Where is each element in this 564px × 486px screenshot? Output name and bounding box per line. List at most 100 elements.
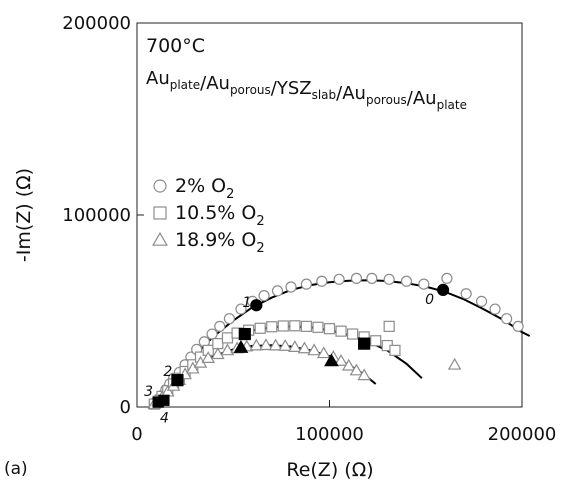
- data-point-triangle: [316, 346, 331, 359]
- legend-marker-triangle: [152, 231, 168, 246]
- x-tick-label: 200000: [488, 424, 557, 445]
- data-point-circle: [489, 303, 501, 315]
- data-point-triangle: [297, 341, 312, 354]
- data-point-circle: [400, 275, 413, 287]
- panel-label: (a): [4, 459, 28, 479]
- data-point-circle: [235, 303, 247, 315]
- data-point-triangle: [307, 343, 321, 356]
- data-point-triangle: [288, 340, 302, 353]
- legend-marker-square: [153, 206, 167, 220]
- data-point-circle: [383, 273, 395, 285]
- data-point-circle: [223, 313, 235, 325]
- frequency-label: 1: [242, 295, 251, 311]
- cell-configuration-annotation: Auplate/Auporous/YSZslab/Auporous/Auplat…: [146, 68, 467, 112]
- data-point-circle: [350, 272, 363, 284]
- data-point-triangle: [249, 338, 264, 351]
- data-point-circle: [333, 273, 345, 285]
- frequency-markers: 1 0 234: [144, 283, 450, 426]
- data-point-square: [347, 328, 359, 340]
- frequency-marker-square: [238, 327, 251, 341]
- data-point-triangle: [259, 338, 273, 351]
- data-point-circle: [300, 278, 312, 290]
- data-point-square: [300, 320, 312, 332]
- x-tick-label: 100000: [295, 424, 364, 445]
- data-point-square: [335, 325, 347, 337]
- data-point-triangle: [220, 343, 235, 356]
- data-point-square: [312, 321, 324, 333]
- data-point-triangle: [278, 338, 293, 351]
- frequency-marker-square: [158, 394, 170, 406]
- cell-part-subscript: plate: [437, 98, 467, 112]
- frequency-marker-square: [358, 337, 371, 350]
- data-point-circle: [271, 285, 284, 297]
- cell-part-subscript: plate: [170, 78, 200, 92]
- cell-part: /Au: [336, 83, 366, 104]
- data-point-circle: [475, 295, 488, 307]
- data-point-circle: [258, 290, 270, 302]
- frequency-marker-triangle: [233, 339, 249, 353]
- x-axis-title: Re(Z) (Ω): [286, 459, 373, 481]
- data-point-circle: [285, 281, 297, 293]
- cell-part: /YSZ: [271, 78, 312, 99]
- legend-label: 18.9% O2: [175, 229, 265, 256]
- data-point-square: [277, 320, 289, 332]
- frequency-marker-circle: [436, 283, 450, 296]
- x-axis-ticks: 0 100000 200000: [131, 400, 556, 445]
- frequency-label: 0: [425, 292, 434, 308]
- data-point-circle: [316, 275, 328, 287]
- data-point-square: [266, 321, 278, 333]
- data-point-square: [212, 338, 224, 350]
- y-axis-title: -Im(Z) (Ω): [13, 168, 35, 262]
- data-point-triangle: [201, 351, 216, 363]
- frequency-label: 3: [144, 384, 153, 400]
- frequency-label: 4: [160, 410, 169, 426]
- data-point-triangle: [357, 368, 371, 381]
- frequency-marker-square: [171, 374, 184, 387]
- cell-part: Au: [146, 68, 170, 89]
- temperature-annotation: 700°C: [146, 35, 205, 57]
- data-point-circle: [418, 278, 430, 290]
- data-point-square: [221, 332, 234, 344]
- cell-part-subscript: porous: [230, 83, 271, 97]
- data-point-square: [383, 320, 395, 332]
- data-point-triangle: [349, 363, 364, 376]
- data-point-square: [254, 322, 266, 334]
- y-tick-label: 200000: [62, 13, 131, 34]
- y-axis-ticks: 0 100000 200000: [62, 13, 144, 418]
- cell-part-subscript: slab: [312, 88, 337, 102]
- data-point-square: [289, 320, 301, 332]
- cell-part-subscript: porous: [366, 93, 407, 107]
- y-tick-label: 100000: [62, 205, 131, 226]
- x-tick-label: 0: [131, 424, 142, 445]
- data-point-triangle: [268, 338, 283, 351]
- data-point-circle: [501, 313, 513, 325]
- cell-part: /Au: [200, 73, 230, 94]
- data-point-square: [389, 344, 401, 356]
- data-point-circle: [214, 320, 226, 332]
- data-points: [147, 272, 524, 410]
- frequency-label: 2: [163, 364, 172, 380]
- data-point-circle: [441, 272, 453, 284]
- fit-curve-circle: [153, 279, 531, 405]
- legend-label: 2% O2: [175, 175, 234, 202]
- fit-curves: [153, 279, 531, 406]
- data-point-circle: [206, 328, 218, 340]
- data-point-triangle: [186, 361, 200, 374]
- frequency-marker-triangle: [324, 353, 339, 367]
- legend-label: 10.5% O2: [175, 202, 265, 229]
- data-point-triangle: [211, 347, 225, 360]
- cell-part: /Au: [407, 88, 437, 109]
- data-point-triangle: [447, 357, 462, 370]
- data-point-square: [323, 323, 336, 335]
- frequency-marker-circle: [250, 299, 263, 312]
- legend-marker-circle: [153, 179, 167, 193]
- data-point-triangle: [341, 358, 356, 371]
- data-point-circle: [366, 272, 378, 284]
- data-point-square: [370, 335, 382, 347]
- y-tick-label: 0: [120, 397, 131, 418]
- data-point-triangle: [334, 353, 348, 366]
- data-point-circle: [512, 320, 524, 332]
- data-point-circle: [460, 288, 472, 300]
